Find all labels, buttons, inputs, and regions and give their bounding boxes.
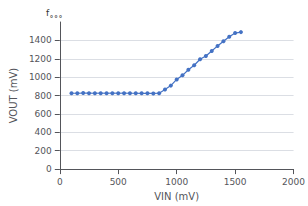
svg-text:2000: 2000	[282, 177, 305, 187]
svg-text:1200: 1200	[29, 54, 52, 64]
svg-text:0: 0	[57, 177, 63, 187]
svg-text:400: 400	[35, 127, 52, 137]
svg-text:VOUT (mV): VOUT (mV)	[8, 68, 19, 124]
svg-text:1000: 1000	[29, 72, 52, 82]
svg-text:500: 500	[110, 177, 127, 187]
svg-text:VIN (mV): VIN (mV)	[154, 191, 199, 202]
svg-text:800: 800	[35, 91, 52, 101]
svg-text:1500: 1500	[224, 177, 247, 187]
svg-text:200: 200	[35, 146, 52, 156]
svg-text:1400: 1400	[29, 35, 52, 45]
svg-text:1000: 1000	[165, 177, 188, 187]
svg-text:0: 0	[46, 164, 52, 174]
svg-text:f˳˳˳: f˳˳˳	[46, 8, 63, 18]
svg-text:600: 600	[35, 109, 52, 119]
